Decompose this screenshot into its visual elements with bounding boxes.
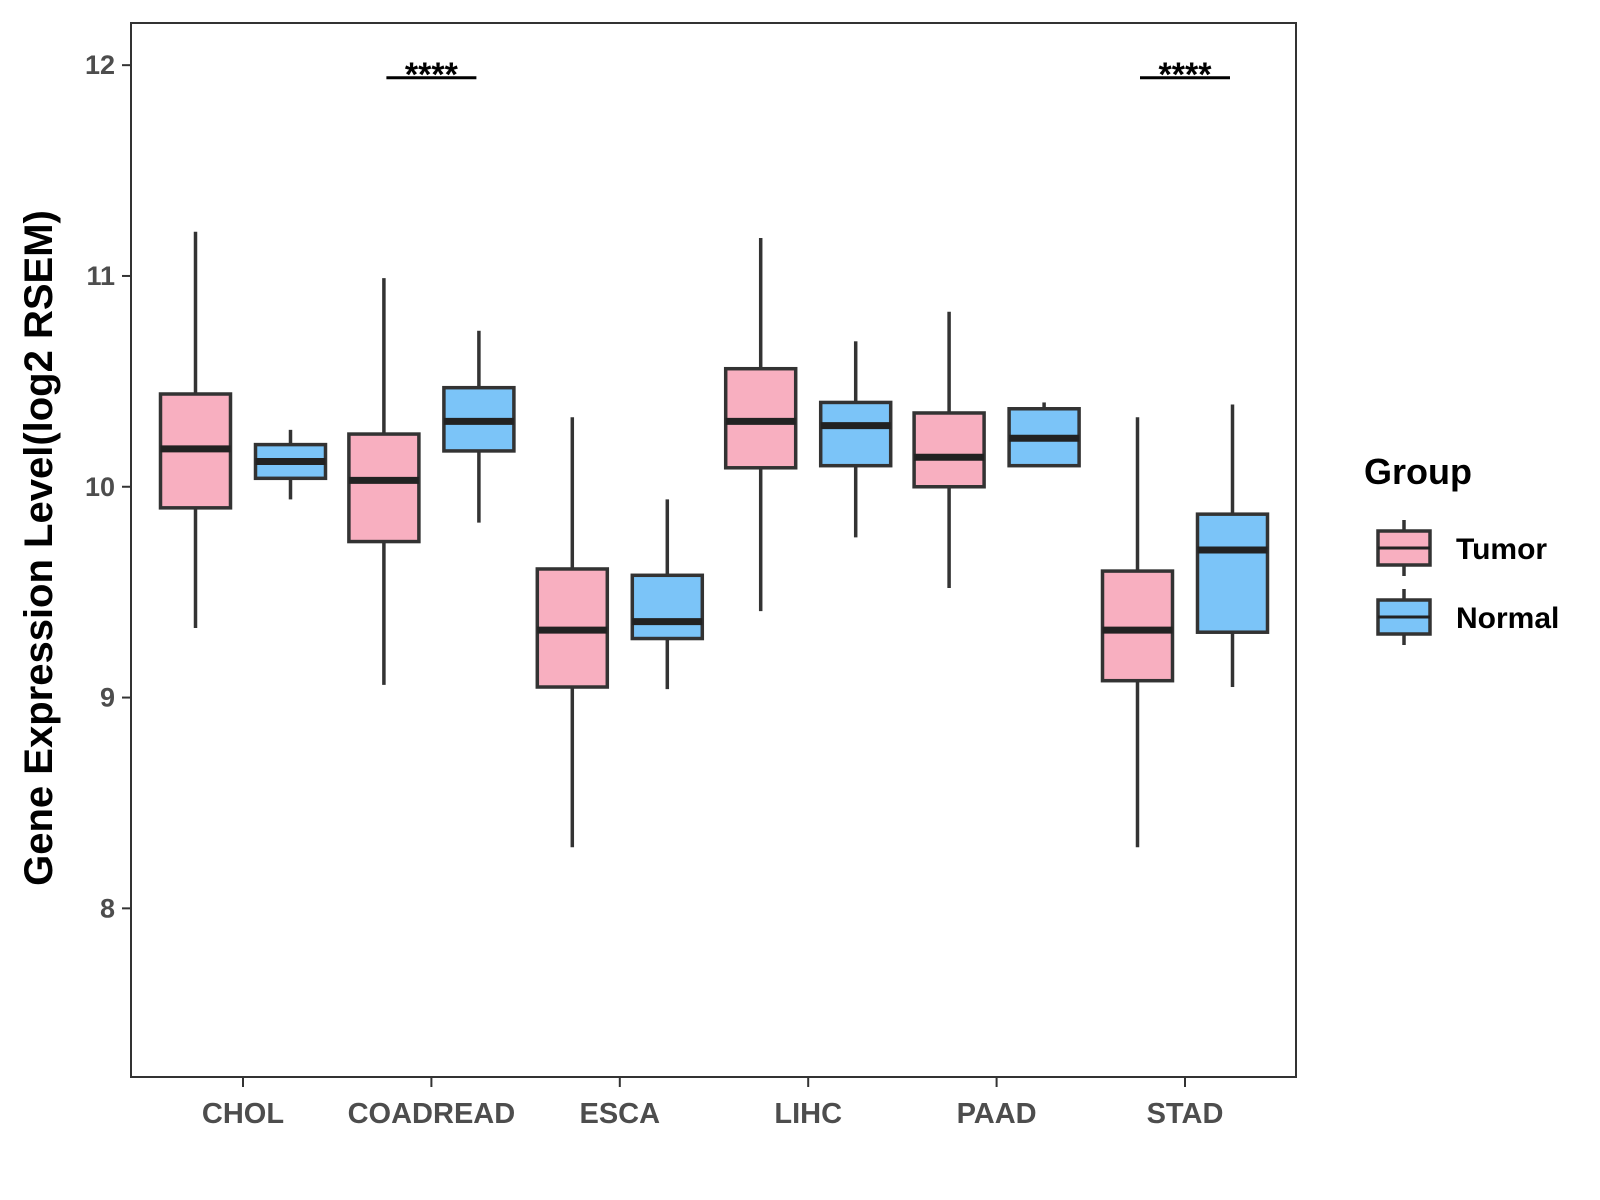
x-tick-label: LIHC [774, 1098, 842, 1130]
normal-box-stad [1195, 404, 1270, 688]
x-tick-label: PAAD [957, 1098, 1037, 1130]
normal-box-esca [630, 499, 705, 690]
legend: Group Tumor Normal [1364, 451, 1559, 645]
normal-box-paad [1007, 402, 1081, 468]
tumor-box-esca [535, 417, 610, 848]
tumor-box-paad [912, 311, 986, 588]
box-iqr [1100, 569, 1175, 683]
y-tick-label: 11 [86, 261, 115, 291]
y-tick-label: 9 [100, 683, 115, 713]
legend-label: Normal [1456, 602, 1559, 635]
tumor-box-coadread [347, 278, 421, 685]
x-tick-label: STAD [1147, 1098, 1224, 1130]
y-axis: 8 9 10 11 12 [85, 50, 131, 923]
tumor-box-chol [158, 231, 233, 628]
legend-item-tumor: Tumor [1376, 520, 1547, 576]
y-tick-label: 8 [100, 893, 115, 923]
significance-stars: **** [405, 56, 459, 94]
y-tick-label: 10 [85, 472, 115, 502]
x-tick-label: ESCA [580, 1098, 661, 1130]
plot-panel [130, 22, 1297, 1078]
box-iqr [912, 411, 986, 489]
box-iqr [1195, 512, 1270, 634]
y-tick-label: 12 [85, 50, 115, 80]
normal-box-coadread [442, 330, 516, 523]
x-axis: CHOL COADREAD ESCA LIHC PAAD STAD [202, 1077, 1223, 1130]
significance-annotations: **** **** [386, 56, 1230, 94]
box-group [158, 231, 1270, 848]
legend-label: Tumor [1456, 533, 1547, 566]
tumor-box-stad [1100, 417, 1175, 848]
y-axis-title: Gene Expression Level(log2 RSEM) [17, 210, 61, 886]
x-tick-label: CHOL [202, 1098, 284, 1130]
box-iqr [818, 400, 893, 468]
box-iqr [630, 573, 705, 641]
normal-box-chol [253, 429, 328, 500]
tumor-box-lihc [723, 238, 798, 612]
box-iqr [347, 432, 421, 544]
normal-box-lihc [818, 341, 893, 538]
x-tick-label: COADREAD [348, 1098, 516, 1130]
legend-item-normal: Normal [1376, 589, 1559, 645]
significance-stars: **** [1159, 56, 1213, 94]
legend-title: Group [1364, 451, 1472, 492]
